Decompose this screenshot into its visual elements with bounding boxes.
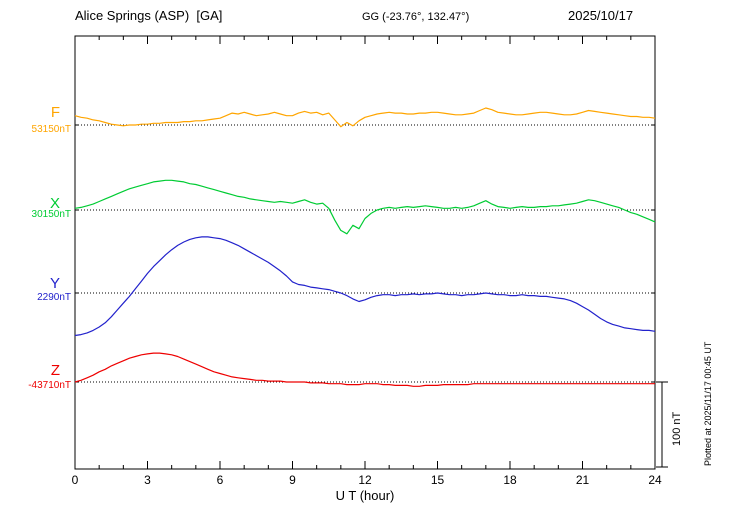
- trace-x: [74, 179, 656, 235]
- trace-baseline-value-y: 2290nT: [37, 292, 71, 303]
- x-tick-label: 15: [431, 473, 445, 487]
- geographic-coordinates: GG (-23.76°, 132.47°): [362, 11, 470, 23]
- trace-label-z: Z: [50, 362, 60, 379]
- x-tick-label: 24: [648, 473, 662, 487]
- x-tick-label: 21: [576, 473, 590, 487]
- trace-baseline-value-x: 30150nT: [31, 209, 71, 220]
- x-tick-label: 18: [503, 473, 517, 487]
- x-tick-label: 3: [144, 473, 151, 487]
- plot-date: 2025/10/17: [568, 8, 634, 23]
- plotted-at-note: Plotted at 2025/11/17 00:45 UT: [703, 341, 713, 466]
- trace-label-f: F: [50, 104, 60, 121]
- x-tick-label: 12: [358, 473, 372, 487]
- plot-frame: [74, 35, 656, 470]
- scale-bar-label: 100 nT: [671, 411, 683, 446]
- x-tick-label: 9: [289, 473, 296, 487]
- trace-label-x: X: [49, 195, 60, 212]
- trace-f: [74, 107, 656, 128]
- trace-baseline-value-z: -43710nT: [28, 380, 71, 391]
- trace-baseline-value-f: 53150nT: [31, 124, 71, 135]
- station-title: Alice Springs (ASP) [GA]: [75, 8, 223, 23]
- trace-y: [74, 236, 656, 337]
- trace-z: [74, 352, 655, 387]
- trace-label-y: Y: [49, 275, 60, 292]
- x-tick-label: 6: [217, 473, 224, 487]
- x-tick-label: 0: [72, 473, 79, 487]
- x-axis-title: U T (hour): [335, 488, 395, 503]
